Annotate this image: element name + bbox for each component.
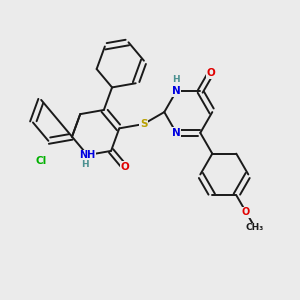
Text: O: O xyxy=(206,68,215,78)
Text: N: N xyxy=(172,128,181,138)
Text: O: O xyxy=(242,207,250,217)
Text: O: O xyxy=(120,162,129,172)
Text: N: N xyxy=(172,86,181,96)
Text: H: H xyxy=(81,160,88,169)
Text: CH₃: CH₃ xyxy=(246,223,264,232)
Text: S: S xyxy=(140,119,147,129)
Text: Cl: Cl xyxy=(36,156,47,166)
Text: H: H xyxy=(172,75,180,84)
Text: NH: NH xyxy=(79,150,96,160)
